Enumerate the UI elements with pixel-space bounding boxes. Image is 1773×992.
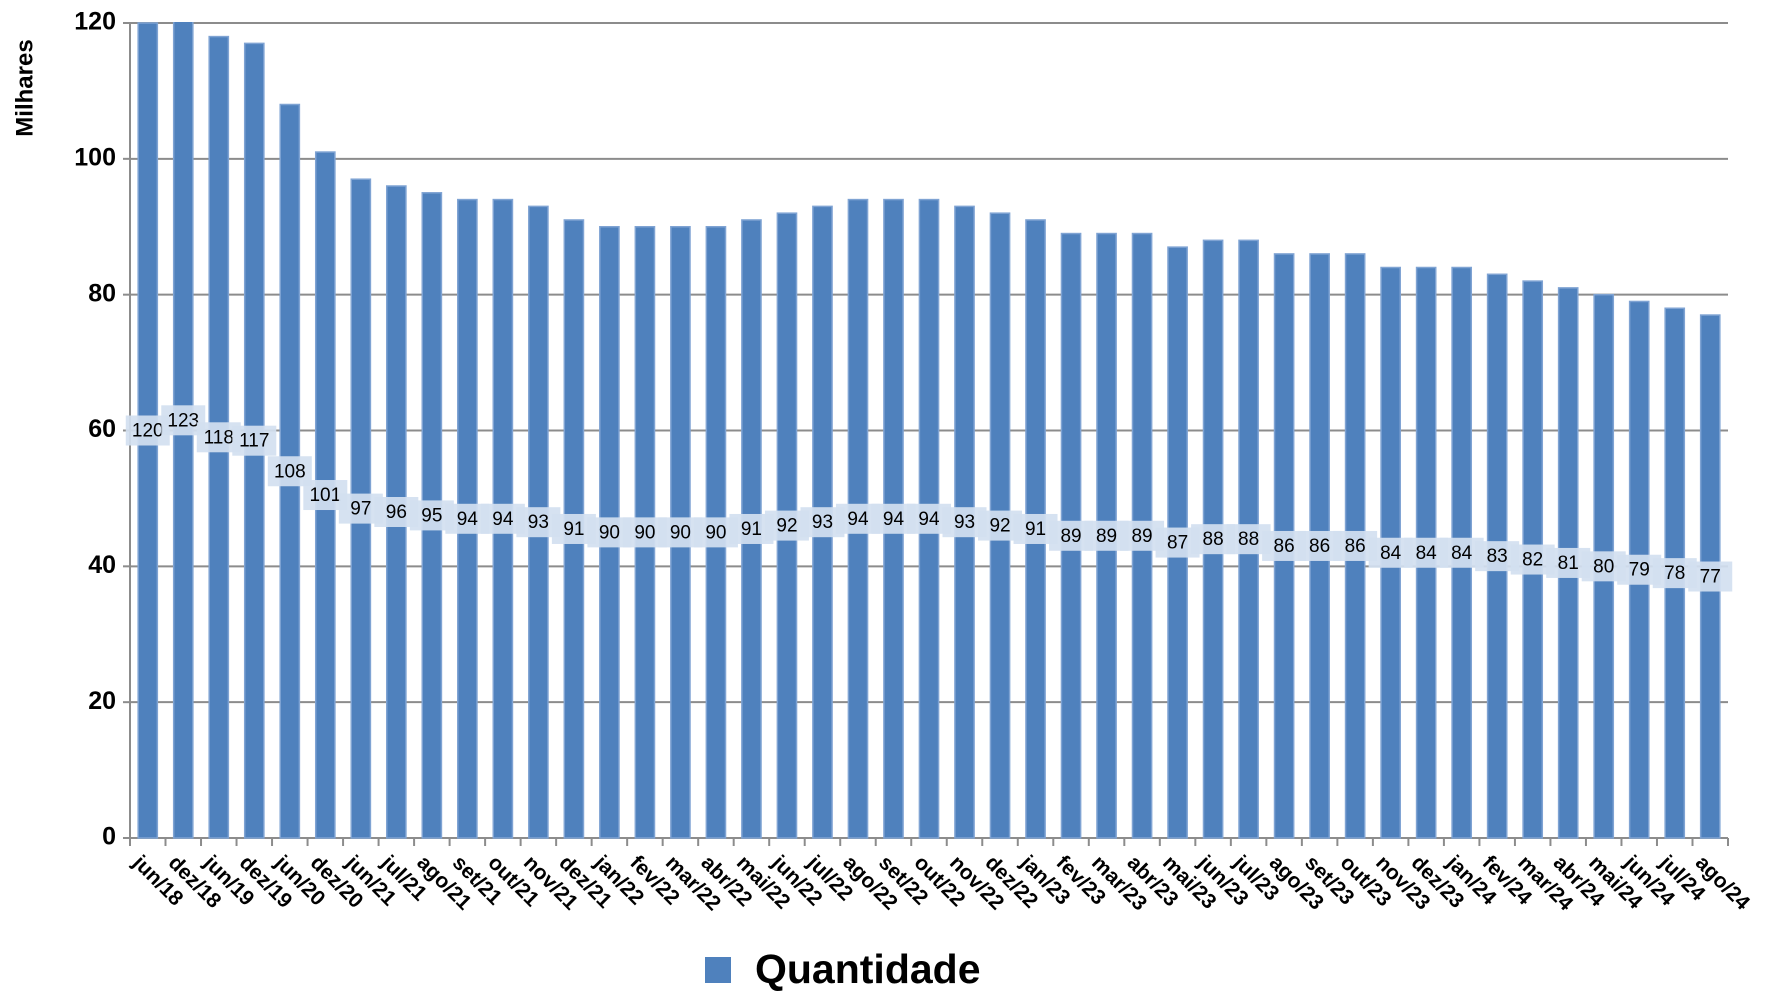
data-label: 93 bbox=[812, 512, 833, 533]
data-label: 90 bbox=[634, 522, 655, 543]
data-label: 123 bbox=[167, 410, 199, 431]
data-label: 88 bbox=[1238, 529, 1259, 550]
data-label: 86 bbox=[1309, 536, 1330, 557]
data-label: 117 bbox=[239, 431, 269, 452]
data-label: 108 bbox=[274, 461, 306, 482]
y-tick-label: 60 bbox=[88, 415, 116, 443]
y-tick-label: 20 bbox=[88, 687, 116, 715]
data-label: 94 bbox=[883, 509, 905, 530]
data-label: 120 bbox=[132, 421, 164, 442]
legend-label: Quantidade bbox=[755, 946, 981, 992]
data-label: 86 bbox=[1345, 536, 1366, 557]
data-label: 88 bbox=[1203, 529, 1224, 550]
data-label: 89 bbox=[1060, 526, 1081, 547]
data-label: 92 bbox=[776, 516, 797, 537]
data-label: 97 bbox=[350, 499, 371, 520]
y-tick-label: 120 bbox=[74, 8, 116, 36]
data-label: 77 bbox=[1700, 567, 1721, 588]
legend-swatch bbox=[705, 957, 731, 983]
data-label: 101 bbox=[309, 485, 341, 506]
data-label: 89 bbox=[1131, 526, 1152, 547]
data-label: 94 bbox=[457, 509, 479, 530]
data-label: 79 bbox=[1629, 560, 1650, 581]
data-label: 84 bbox=[1451, 543, 1473, 564]
data-label: 94 bbox=[918, 509, 940, 530]
data-label: 83 bbox=[1487, 546, 1508, 567]
data-label: 118 bbox=[204, 427, 234, 448]
y-tick-label: 40 bbox=[88, 551, 116, 579]
data-label: 94 bbox=[492, 509, 514, 530]
data-label: 90 bbox=[705, 522, 726, 543]
data-label: 93 bbox=[528, 512, 549, 533]
data-label: 87 bbox=[1167, 533, 1188, 554]
data-label: 84 bbox=[1380, 543, 1402, 564]
y-tick-label: 80 bbox=[88, 279, 116, 307]
data-label: 82 bbox=[1522, 550, 1543, 571]
data-label: 93 bbox=[954, 512, 975, 533]
y-tick-label: 100 bbox=[74, 143, 116, 171]
data-label: 95 bbox=[421, 505, 442, 526]
y-axis-title: Milhares bbox=[11, 39, 38, 136]
data-label: 91 bbox=[1025, 519, 1046, 540]
data-label: 92 bbox=[989, 516, 1010, 537]
data-label: 96 bbox=[386, 502, 407, 523]
data-label: 81 bbox=[1558, 553, 1579, 574]
data-label: 90 bbox=[599, 522, 620, 543]
data-label: 90 bbox=[670, 522, 691, 543]
data-label-box bbox=[1688, 561, 1733, 592]
data-label: 84 bbox=[1416, 543, 1438, 564]
data-label: 89 bbox=[1096, 526, 1117, 547]
data-label-box bbox=[232, 425, 277, 456]
bars bbox=[137, 22, 1721, 839]
y-tick-label: 0 bbox=[102, 823, 116, 851]
data-label: 78 bbox=[1664, 563, 1685, 584]
data-label: 86 bbox=[1274, 536, 1295, 557]
data-label: 91 bbox=[563, 519, 584, 540]
data-label: 91 bbox=[741, 519, 762, 540]
data-label: 94 bbox=[847, 509, 869, 530]
data-label: 80 bbox=[1593, 556, 1614, 577]
